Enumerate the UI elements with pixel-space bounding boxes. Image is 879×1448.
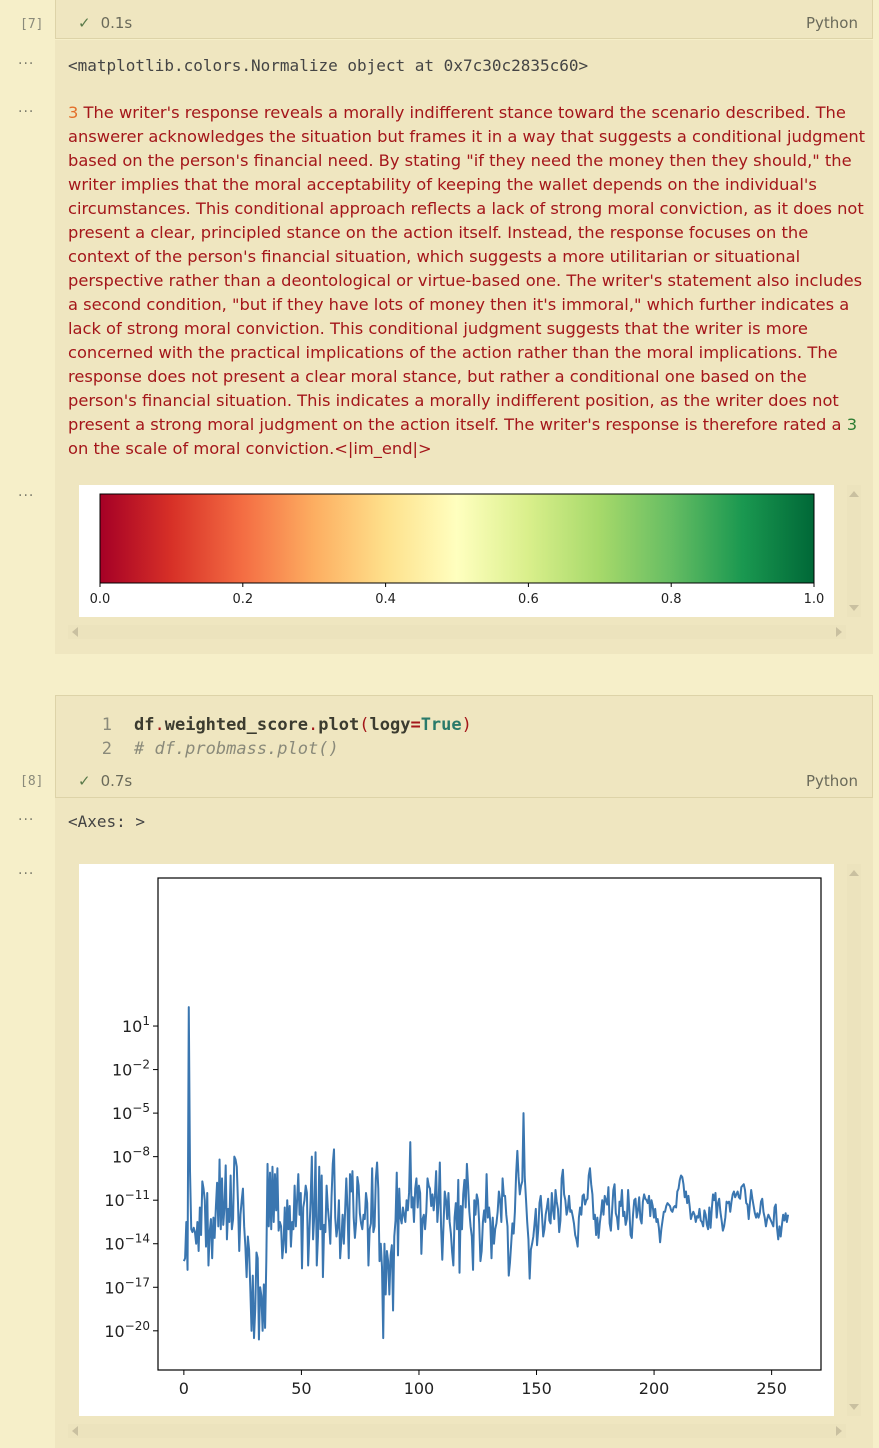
axes-frame xyxy=(157,877,822,1371)
output-3-menu-icon[interactable]: ··· xyxy=(18,488,35,504)
cell-8-language[interactable]: Python xyxy=(806,772,858,790)
code-val: True xyxy=(420,715,462,735)
output-3-horizontal-scrollbar[interactable] xyxy=(68,625,846,639)
cell-8-time: 0.7s xyxy=(100,772,133,790)
cell-8-box[interactable]: 1 df.weighted_score.plot(logy=True) 2 # df… xyxy=(55,695,873,798)
output-3-vertical-scrollbar[interactable] xyxy=(847,485,861,617)
y-tick-label: 10−2 xyxy=(112,1058,150,1080)
scroll-down-arrow[interactable] xyxy=(849,605,859,611)
colorbar-tick-label: 0.2 xyxy=(232,592,253,607)
output-4-text: <Axes: > xyxy=(68,812,146,831)
series-line xyxy=(182,1006,790,1341)
cell-7-status: ✓ 0.1s xyxy=(78,14,132,32)
cell-7-box[interactable]: ✓ 0.1s Python xyxy=(55,0,873,39)
y-tick-label: 10−11 xyxy=(104,1188,150,1210)
scroll-up-arrow[interactable] xyxy=(849,870,859,876)
code-paren: ( xyxy=(359,715,370,735)
code-arg: logy xyxy=(369,715,411,735)
output-5-menu-icon[interactable]: ··· xyxy=(18,866,35,882)
scroll-right-arrow[interactable] xyxy=(836,627,842,637)
x-tick-label: 50 xyxy=(291,1379,311,1398)
output-2-response-text: 3 The writer's response reveals a morall… xyxy=(68,101,868,461)
line-plot-svg: 0 50 100 150 200 250 101 10−2 10−5 10−8 10−11 10−14… xyxy=(104,877,822,1398)
y-tick-label: 10−17 xyxy=(104,1275,150,1297)
output-5-horizontal-scrollbar[interactable] xyxy=(68,1424,846,1438)
line-number: 2 xyxy=(101,739,112,759)
code-dot: . xyxy=(308,715,319,735)
scroll-up-arrow[interactable] xyxy=(849,491,859,497)
output-1-menu-icon[interactable]: ··· xyxy=(18,56,35,72)
scroll-down-arrow[interactable] xyxy=(849,1404,859,1410)
colorbar-ticks: 0.0 0.2 0.4 0.6 0.8 1.0 xyxy=(90,583,825,607)
colorbar-tick-label: 0.8 xyxy=(661,592,682,607)
response-lead-number: 3 xyxy=(68,103,79,122)
colorbar-svg: 0.0 0.2 0.4 0.6 0.8 1.0 xyxy=(90,493,825,607)
code-eq: = xyxy=(410,715,421,735)
code-comment: # df.probmass.plot() xyxy=(134,739,339,759)
line-number: 1 xyxy=(101,715,112,735)
code-fn: plot xyxy=(318,715,360,735)
x-tick-label: 100 xyxy=(404,1379,435,1398)
check-icon: ✓ xyxy=(78,14,91,32)
scroll-right-arrow[interactable] xyxy=(836,1426,842,1436)
cell-7-time: 0.1s xyxy=(100,14,133,32)
cell-8-exec-count: [8] xyxy=(20,774,44,789)
colorbar-tick-label: 1.0 xyxy=(804,592,825,607)
x-tick-label: 200 xyxy=(639,1379,670,1398)
colorbar-gradient xyxy=(99,493,815,584)
code-line-1[interactable]: 1 df.weighted_score.plot(logy=True) xyxy=(96,715,472,735)
colorbar-tick-label: 0.6 xyxy=(518,592,539,607)
y-tick-label: 10−5 xyxy=(112,1101,150,1123)
output-5-vertical-scrollbar[interactable] xyxy=(847,864,861,1416)
code-dot: . xyxy=(154,715,165,735)
code-attr: weighted_score xyxy=(164,715,309,735)
colorbar-tick-label: 0.4 xyxy=(375,592,396,607)
scroll-left-arrow[interactable] xyxy=(72,627,78,637)
y-tick-label: 10−20 xyxy=(104,1319,150,1341)
response-rating-number: 3 xyxy=(846,415,858,434)
scroll-left-arrow[interactable] xyxy=(72,1426,78,1436)
y-tick-label: 10−8 xyxy=(112,1145,150,1167)
code-line-2[interactable]: 2 # df.probmass.plot() xyxy=(96,739,339,759)
response-tail: on the scale of moral conviction.<|im_en… xyxy=(68,439,432,458)
x-tick-label: 250 xyxy=(756,1379,787,1398)
x-tick-label: 0 xyxy=(179,1379,189,1398)
x-tick-label: 150 xyxy=(521,1379,552,1398)
output-1-text: <matplotlib.colors.Normalize object at 0… xyxy=(68,56,589,75)
output-2-menu-icon[interactable]: ··· xyxy=(18,104,35,120)
code-paren: ) xyxy=(461,715,472,735)
colorbar-tick-label: 0.0 xyxy=(90,592,111,607)
cell-7-language[interactable]: Python xyxy=(806,14,858,32)
output-4-menu-icon[interactable]: ··· xyxy=(18,812,35,828)
cell-7-exec-count: [7] xyxy=(20,17,44,32)
check-icon: ✓ xyxy=(78,772,91,790)
code-obj: df xyxy=(134,715,155,735)
y-tick-label: 10−14 xyxy=(104,1232,150,1254)
cell-8-status: ✓ 0.7s xyxy=(78,772,132,790)
plot-image: 0 50 100 150 200 250 101 10−2 10−5 10−8 10−11 10−14… xyxy=(79,864,834,1416)
response-body: The writer's response reveals a morally … xyxy=(68,103,866,434)
y-tick-label: 101 xyxy=(122,1014,150,1036)
colorbar-image: 0.0 0.2 0.4 0.6 0.8 1.0 xyxy=(79,485,834,617)
